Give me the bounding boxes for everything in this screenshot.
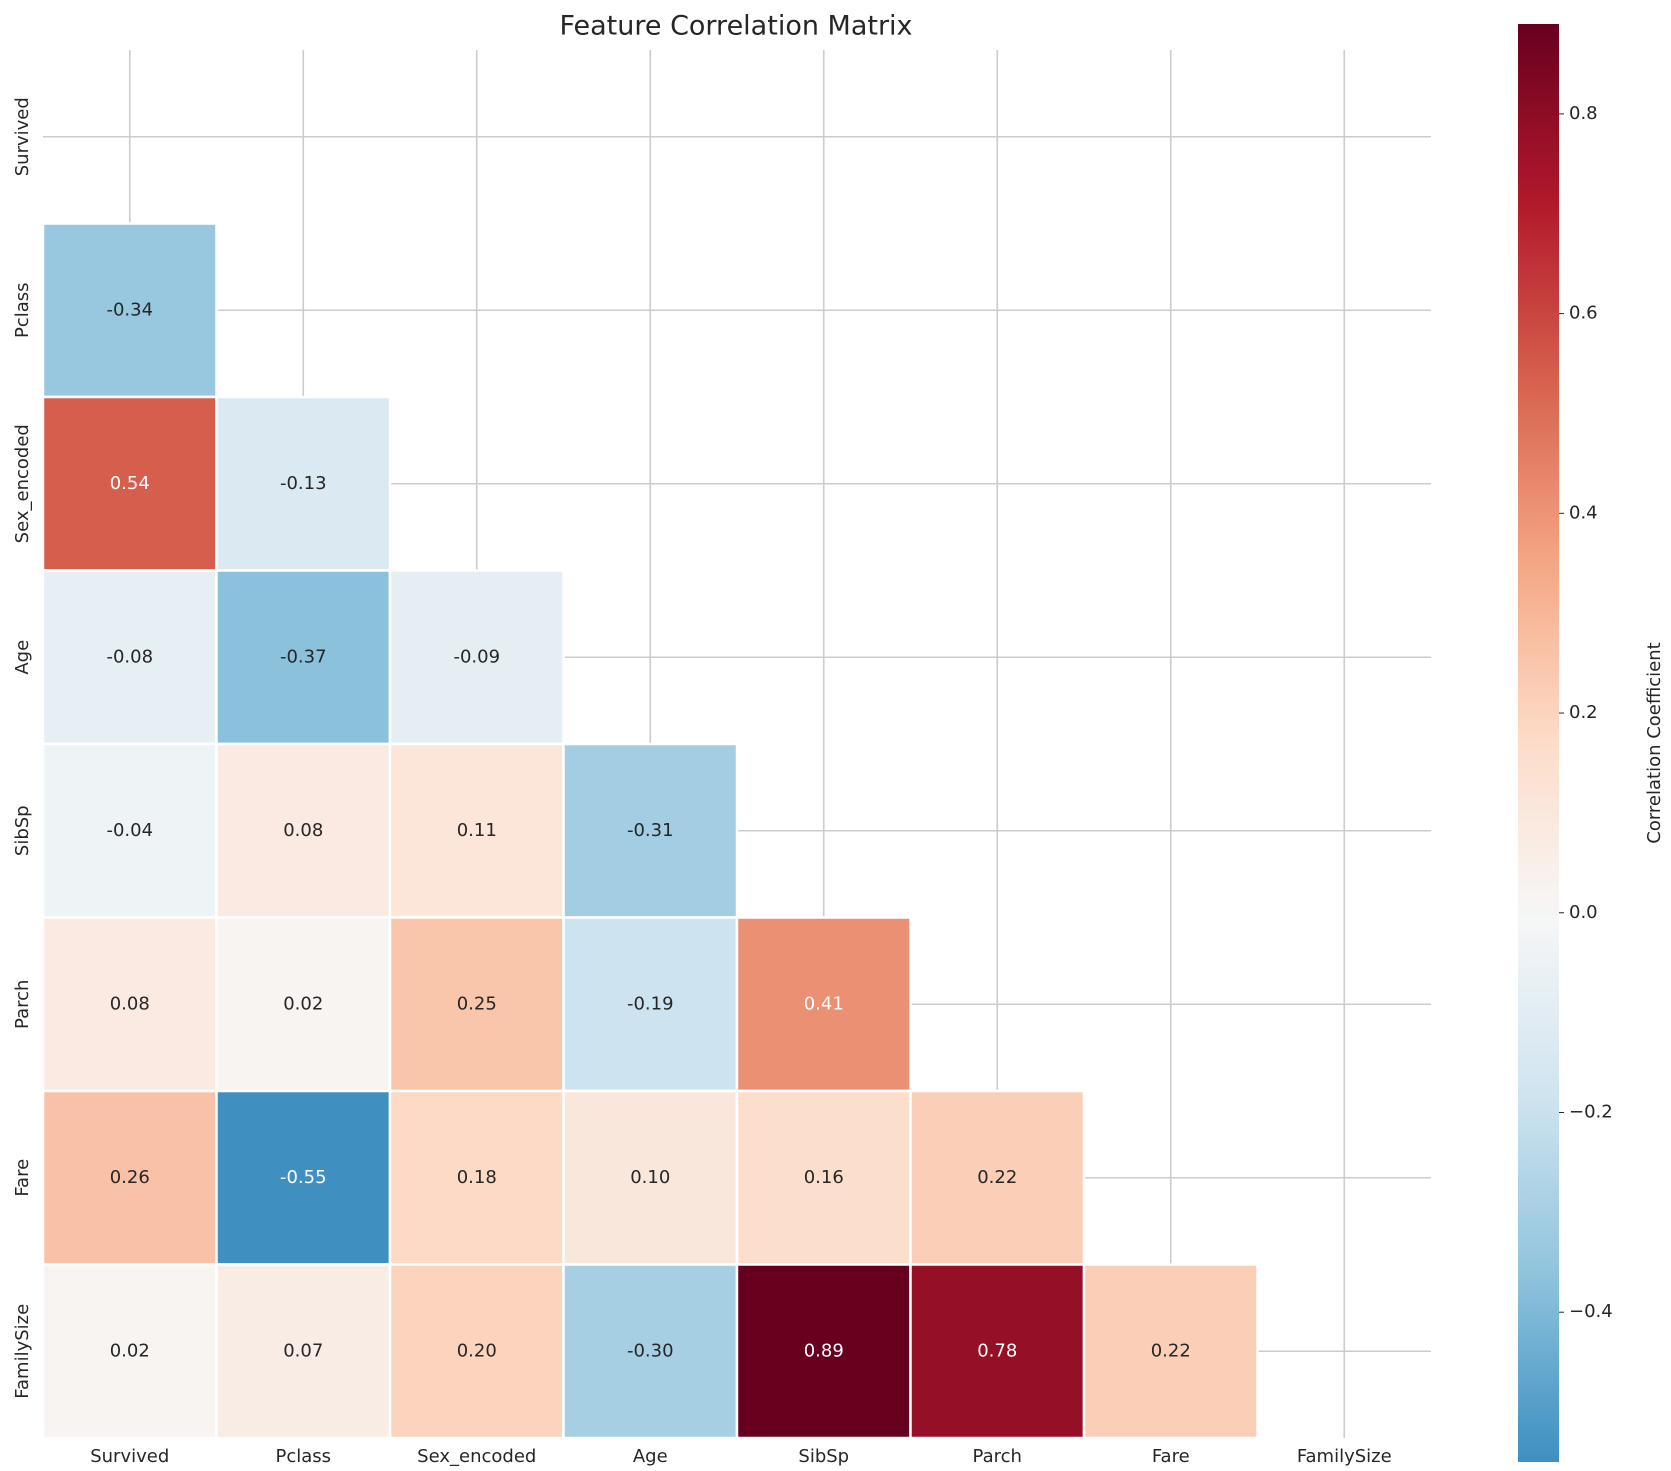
colorbar-tick-label: 0.4 — [1569, 502, 1598, 523]
cell-label: -0.19 — [627, 993, 674, 1014]
y-tick-label: Age — [12, 640, 33, 675]
x-tick-label: Survived — [90, 1446, 169, 1467]
heatmap-cell — [41, 569, 218, 746]
heatmap-cell — [41, 742, 218, 919]
heatmap-cell — [388, 742, 565, 919]
x-tick-label: Pclass — [275, 1446, 331, 1467]
heatmap-cell — [41, 916, 218, 1093]
heatmap-cell — [735, 916, 912, 1093]
heatmap-cell — [215, 916, 392, 1093]
y-tick-label: SibSp — [12, 805, 33, 856]
heatmap-cell — [215, 1089, 392, 1266]
y-tick-label: Pclass — [12, 282, 33, 338]
chart-title: Feature Correlation Matrix — [559, 11, 912, 42]
heatmap-cell — [41, 1263, 218, 1440]
cell-label: 0.08 — [110, 993, 150, 1014]
x-tick-label: Fare — [1152, 1446, 1190, 1467]
colorbar — [1518, 24, 1559, 1462]
heatmap-cell — [388, 569, 565, 746]
cell-label: 0.41 — [804, 993, 844, 1014]
cell-label: -0.08 — [106, 646, 153, 667]
x-tick-label: FamilySize — [1297, 1446, 1392, 1467]
cell-label: 0.16 — [804, 1167, 844, 1188]
cell-label: 0.02 — [283, 993, 323, 1014]
cell-label: 0.22 — [977, 1167, 1017, 1188]
cell-label: 0.11 — [457, 820, 497, 841]
cell-label: 0.18 — [457, 1167, 497, 1188]
x-tick-label: Parch — [973, 1446, 1022, 1467]
heatmap-cell — [41, 1089, 218, 1266]
cell-label: -0.31 — [627, 820, 674, 841]
heatmap-cell — [909, 1089, 1086, 1266]
heatmap-cell — [909, 1263, 1086, 1440]
heatmap-cell — [562, 742, 739, 919]
colorbar-tick-label: −0.4 — [1569, 1301, 1613, 1322]
cell-label: -0.04 — [106, 820, 153, 841]
cell-label: 0.78 — [977, 1340, 1017, 1361]
cell-label: 0.26 — [110, 1167, 150, 1188]
colorbar-tick-label: 0.8 — [1569, 103, 1598, 124]
cell-label: 0.89 — [804, 1340, 844, 1361]
heatmap-cell — [562, 1089, 739, 1266]
cell-label: -0.09 — [453, 646, 500, 667]
y-tick-label: Sex_encoded — [12, 424, 33, 543]
cell-label: 0.08 — [283, 820, 323, 841]
x-tick-label: Age — [633, 1446, 668, 1467]
cell-label: 0.02 — [110, 1340, 150, 1361]
cell-label: 0.07 — [283, 1340, 323, 1361]
heatmap-cell — [1082, 1263, 1259, 1440]
colorbar-tick-label: 0.0 — [1569, 902, 1598, 923]
colorbar-tick-label: 0.2 — [1569, 702, 1598, 723]
y-tick-label: Fare — [12, 1159, 33, 1197]
y-tick-label: FamilySize — [12, 1304, 33, 1399]
heatmap-cell — [735, 1089, 912, 1266]
cell-label: 0.25 — [457, 993, 497, 1014]
heatmap-cell — [735, 1263, 912, 1440]
x-tick-label: SibSp — [798, 1446, 849, 1467]
cell-label: 0.22 — [1151, 1340, 1191, 1361]
cell-label: -0.34 — [106, 299, 153, 320]
cell-label: 0.20 — [457, 1340, 497, 1361]
x-tick-label: Sex_encoded — [417, 1446, 536, 1467]
colorbar-label: Correlation Coefficient — [1644, 642, 1665, 843]
heatmap-cell — [562, 916, 739, 1093]
cell-label: 0.10 — [630, 1167, 670, 1188]
y-tick-label: Parch — [12, 980, 33, 1029]
heatmap-cell — [388, 916, 565, 1093]
cell-label: 0.54 — [110, 473, 150, 494]
colorbar-tick-label: 0.6 — [1569, 303, 1598, 324]
heatmap-cell — [215, 1263, 392, 1440]
colorbar-tick-label: −0.2 — [1569, 1101, 1613, 1122]
cell-label: -0.55 — [280, 1167, 327, 1188]
heatmap-cell — [215, 569, 392, 746]
y-tick-label: Survived — [12, 97, 33, 176]
cell-label: -0.30 — [627, 1340, 674, 1361]
cell-label: -0.37 — [280, 646, 327, 667]
cell-label: -0.13 — [280, 473, 327, 494]
heatmap-cell — [388, 1089, 565, 1266]
